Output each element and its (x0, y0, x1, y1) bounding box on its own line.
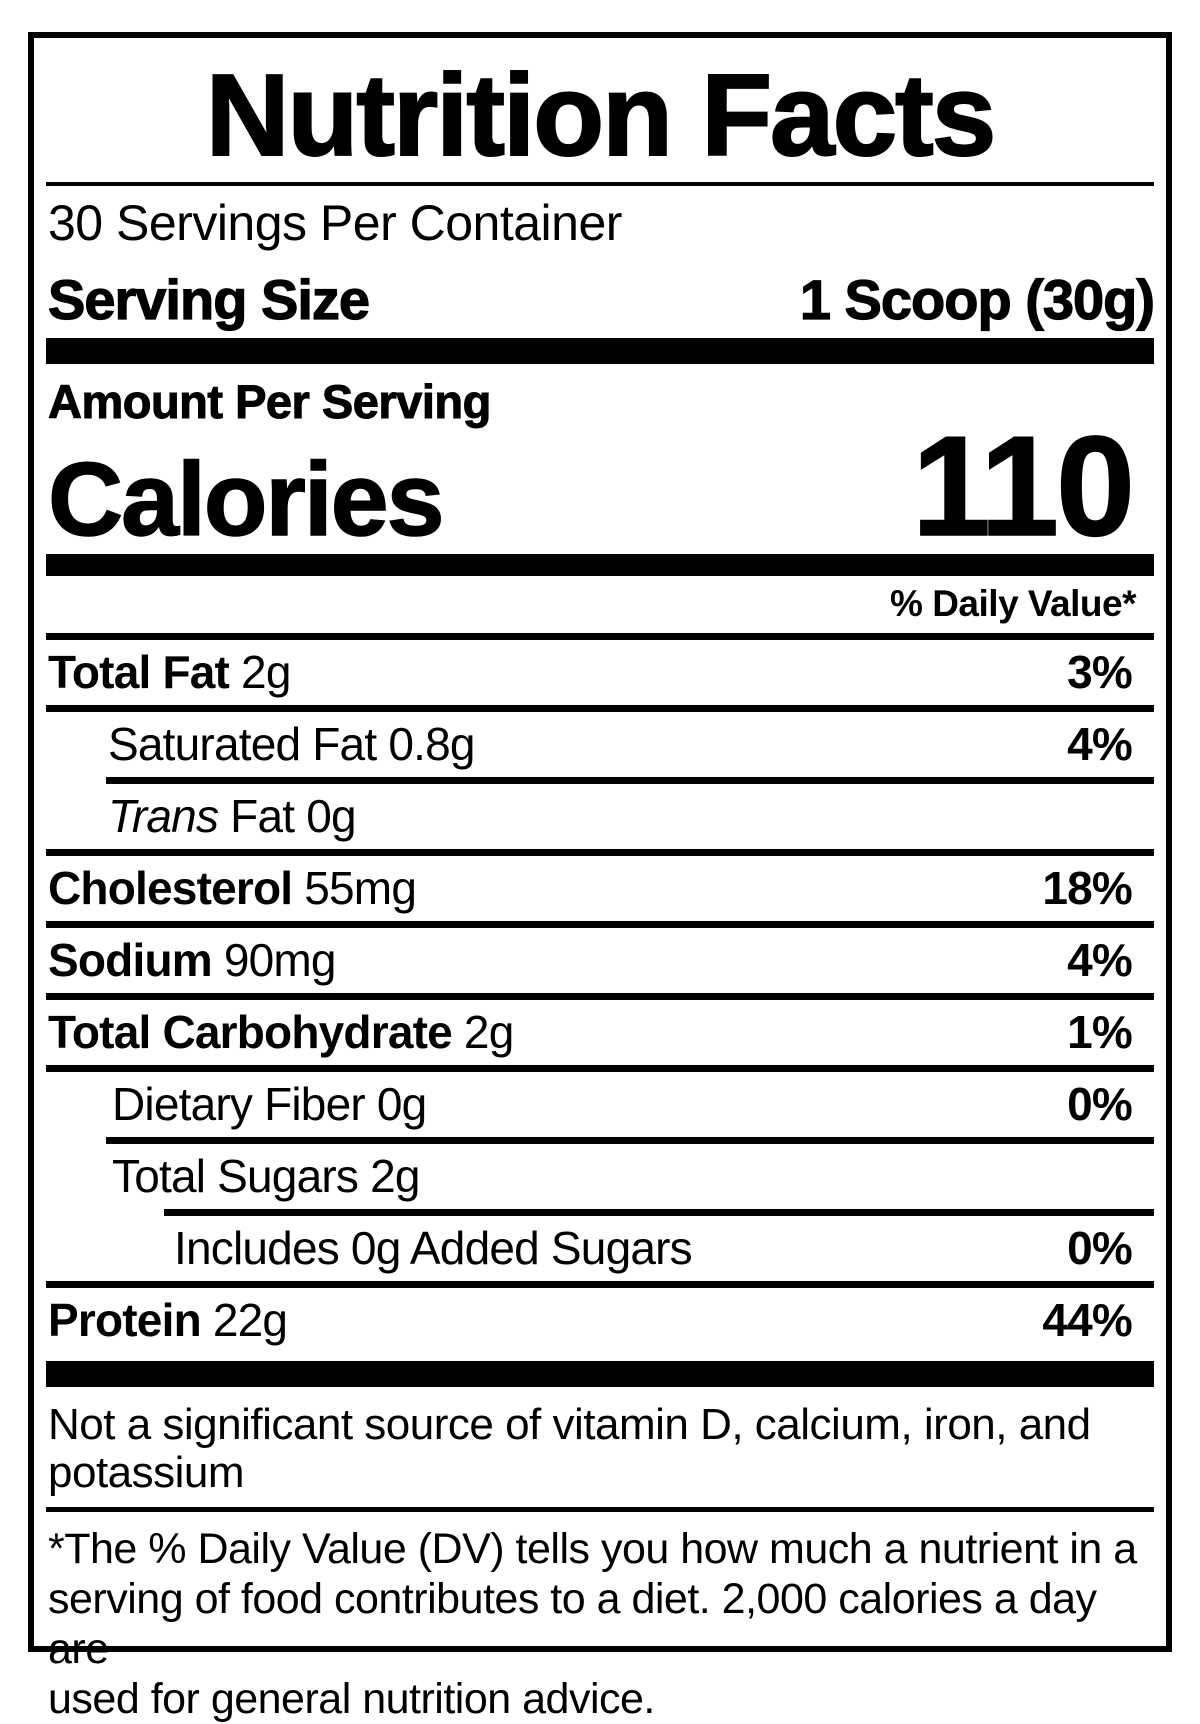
nutrient-dv: 0% (1067, 1222, 1133, 1275)
nutrient-amount: 2g (463, 1006, 514, 1059)
nutrient-name: Total Sugars (112, 1150, 359, 1203)
separator-bar-bottom (46, 1360, 1154, 1387)
daily-value-header: % Daily Value* (890, 583, 1136, 625)
label-title: Nutrition Facts (205, 50, 997, 180)
rule-under-total-carbohydrate (46, 1064, 1154, 1072)
nutrient-row-protein: Protein 22g 44% (46, 1288, 1154, 1353)
nutrient-amount: 55mg (304, 862, 417, 915)
nutrient-name: Total Fat (48, 646, 230, 699)
nutrient-name: Saturated Fat (108, 718, 377, 771)
separator-bar-top (46, 338, 1154, 364)
nutrient-amount: 0g (376, 1078, 427, 1131)
serving-size-label: Serving Size (47, 267, 370, 331)
rule-under-cholesterol (46, 920, 1154, 928)
nutrient-row-trans-fat: Trans Fat 0g (46, 784, 1154, 849)
nutrient-amount: 0.8g (388, 718, 475, 771)
nutrient-name: Trans (108, 790, 219, 843)
nutrient-dv: 0% (1067, 1078, 1133, 1131)
nutrient-row-added-sugars: Includes 0g Added Sugars 0% (46, 1216, 1154, 1281)
nutrient-row-cholesterol: Cholesterol 55mg 18% (46, 856, 1154, 921)
serving-size-row: Serving Size 1 Scoop (30g) (46, 260, 1155, 338)
servings-per-container: 30 Servings Per Container (48, 195, 622, 251)
rule-under-dietary-fiber (106, 1136, 1154, 1144)
footnote-line-3: used for general nutrition advice. (48, 1674, 655, 1723)
nutrition-facts-label: Nutrition Facts 30 Servings Per Containe… (28, 32, 1172, 1723)
rule-under-total-sugars (164, 1208, 1154, 1216)
rule-under-saturated-fat (106, 776, 1154, 784)
nutrient-dv: 1% (1067, 1006, 1133, 1059)
nutrient-row-total-carbohydrate: Total Carbohydrate 2g 1% (46, 1000, 1154, 1065)
nutrient-row-total-sugars: Total Sugars 2g (46, 1144, 1154, 1209)
separator-bar-calories (46, 553, 1154, 576)
calories-label: Calories (47, 442, 445, 558)
nutrient-name: Dietary Fiber (112, 1078, 366, 1131)
title-divider (46, 182, 1154, 186)
nutrient-dv: 44% (1042, 1294, 1132, 1347)
nutrient-row-dietary-fiber: Dietary Fiber 0g 0% (46, 1072, 1154, 1137)
footnote-line-2: serving of food contributes to a diet. 2… (48, 1574, 1097, 1673)
nutrient-name: Protein (48, 1294, 202, 1347)
footnote-line-1: *The % Daily Value (DV) tells you how mu… (48, 1524, 1137, 1573)
not-significant-note: Not a significant source of vitamin D, c… (46, 1399, 1154, 1497)
nutrient-dv: 18% (1042, 862, 1132, 915)
nutrient-row-total-fat: Total Fat 2g 3% (46, 640, 1154, 705)
nutrient-name: Total Carbohydrate (48, 1006, 453, 1059)
not-significant-line-2: potassium (48, 1447, 245, 1497)
not-significant-line-1: Not a significant source of vitamin D, c… (48, 1399, 1091, 1449)
rule-under-trans-fat (46, 848, 1154, 856)
rule-under-dv-header (46, 632, 1154, 640)
nutrient-amount: 22g (212, 1294, 288, 1347)
calories-row: Calories 110 (46, 407, 1154, 566)
nutrient-amount: 2g (241, 646, 291, 699)
nutrient-name: Cholesterol (48, 862, 293, 915)
nutrient-row-saturated-fat: Saturated Fat 0.8g 4% (46, 712, 1154, 777)
serving-size-value: 1 Scoop (30g) (799, 267, 1155, 331)
nutrient-dv: 3% (1067, 646, 1133, 699)
calories-value: 110 (911, 407, 1136, 566)
amount-per-serving-label: Amount Per Serving (48, 375, 492, 428)
nutrient-dv: 4% (1067, 934, 1133, 987)
footnote-divider (46, 1506, 1154, 1512)
rule-under-added-sugars (46, 1280, 1154, 1288)
nutrient-row-sodium: Sodium 90mg 4% (46, 928, 1154, 993)
nutrient-amount: Fat 0g (230, 790, 356, 843)
nutrient-amount: 90mg (223, 934, 337, 987)
rule-under-sodium (46, 992, 1154, 1000)
nutrient-amount: 2g (370, 1150, 420, 1203)
nutrient-name: Includes 0g Added Sugars (174, 1222, 693, 1275)
nutrient-name: Sodium (48, 934, 213, 987)
rule-under-total-fat (46, 704, 1154, 712)
nutrient-dv: 4% (1067, 718, 1133, 771)
